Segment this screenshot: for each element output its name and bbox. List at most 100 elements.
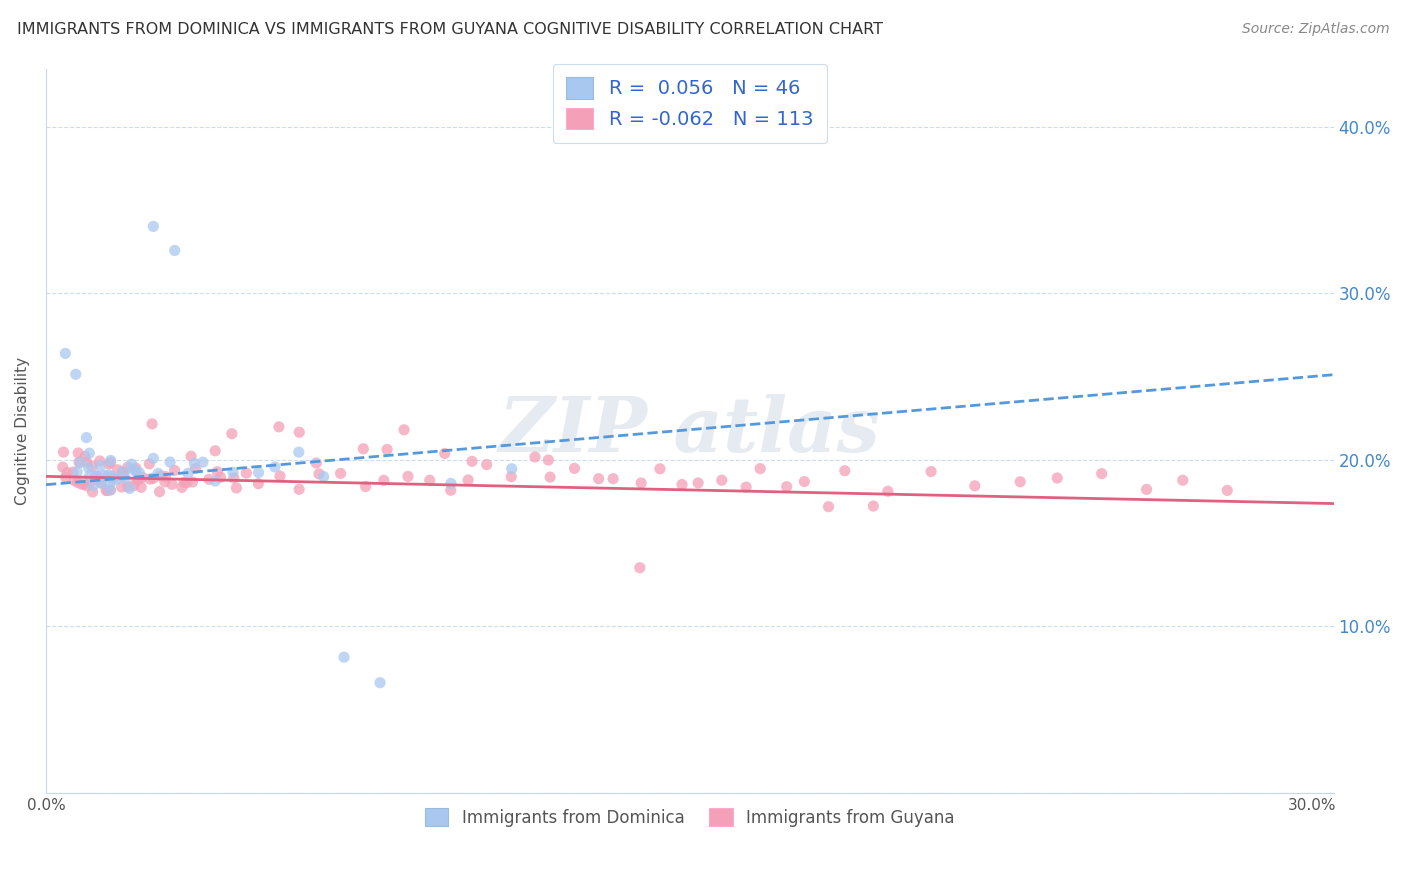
Point xyxy=(1171,473,1194,487)
Point xyxy=(329,467,352,481)
Point xyxy=(148,484,170,499)
Point xyxy=(89,458,111,473)
Point xyxy=(308,467,330,481)
Point xyxy=(97,468,120,483)
Point xyxy=(163,463,186,477)
Point xyxy=(98,476,121,491)
Point xyxy=(122,478,145,492)
Point xyxy=(114,471,136,485)
Point xyxy=(475,458,498,472)
Point xyxy=(602,472,624,486)
Point xyxy=(375,442,398,457)
Point xyxy=(433,446,456,460)
Point xyxy=(100,455,122,469)
Point xyxy=(628,561,651,575)
Point xyxy=(142,451,165,466)
Point xyxy=(80,459,103,474)
Point xyxy=(67,446,90,460)
Point xyxy=(333,650,356,665)
Point xyxy=(368,675,391,690)
Point xyxy=(138,457,160,471)
Point xyxy=(79,446,101,460)
Point xyxy=(191,455,214,469)
Point xyxy=(538,470,561,484)
Point xyxy=(141,417,163,431)
Point xyxy=(66,465,89,479)
Point xyxy=(688,475,710,490)
Point xyxy=(148,467,170,481)
Point xyxy=(107,463,129,477)
Point xyxy=(963,479,986,493)
Point xyxy=(62,465,84,479)
Point xyxy=(523,450,546,464)
Point xyxy=(56,466,79,480)
Point xyxy=(142,219,165,234)
Point xyxy=(247,476,270,491)
Point xyxy=(440,483,463,498)
Point xyxy=(305,456,328,470)
Point xyxy=(118,482,141,496)
Point xyxy=(90,476,112,491)
Point xyxy=(73,450,96,464)
Point xyxy=(100,483,122,497)
Point xyxy=(155,469,177,483)
Point xyxy=(392,423,415,437)
Point xyxy=(96,483,118,498)
Point xyxy=(793,475,815,489)
Point xyxy=(75,431,97,445)
Point xyxy=(173,475,195,490)
Point xyxy=(96,483,118,498)
Point xyxy=(121,457,143,471)
Point xyxy=(97,457,120,471)
Point xyxy=(264,460,287,475)
Point xyxy=(103,471,125,485)
Point xyxy=(312,469,335,483)
Point xyxy=(204,443,226,458)
Point xyxy=(1046,471,1069,485)
Point xyxy=(352,442,374,456)
Point xyxy=(84,469,107,483)
Point xyxy=(142,471,165,485)
Point xyxy=(76,455,98,469)
Point xyxy=(876,484,898,499)
Point xyxy=(198,472,221,486)
Point xyxy=(834,464,856,478)
Point xyxy=(209,470,232,484)
Point xyxy=(671,477,693,491)
Point xyxy=(98,483,121,497)
Point xyxy=(111,465,134,479)
Point xyxy=(117,460,139,475)
Point xyxy=(90,475,112,490)
Point xyxy=(630,475,652,490)
Point xyxy=(180,449,202,463)
Point xyxy=(1216,483,1239,498)
Point xyxy=(79,468,101,483)
Point xyxy=(1135,483,1157,497)
Point xyxy=(105,473,128,487)
Text: ZIP atlas: ZIP atlas xyxy=(499,393,880,467)
Point xyxy=(67,455,90,469)
Point xyxy=(129,480,152,494)
Point xyxy=(112,466,135,480)
Point xyxy=(89,454,111,468)
Point xyxy=(125,464,148,478)
Point xyxy=(183,456,205,470)
Y-axis label: Cognitive Disability: Cognitive Disability xyxy=(15,357,30,505)
Point xyxy=(163,244,186,258)
Point xyxy=(222,471,245,485)
Point xyxy=(86,468,108,483)
Point xyxy=(117,480,139,494)
Point xyxy=(69,455,91,469)
Point xyxy=(65,368,87,382)
Point xyxy=(204,474,226,488)
Point xyxy=(76,479,98,493)
Point xyxy=(225,481,247,495)
Point xyxy=(776,480,799,494)
Point xyxy=(269,469,291,483)
Point xyxy=(55,470,77,484)
Point xyxy=(128,472,150,486)
Point xyxy=(817,500,839,514)
Point xyxy=(501,469,523,483)
Point xyxy=(184,461,207,475)
Point xyxy=(82,479,104,493)
